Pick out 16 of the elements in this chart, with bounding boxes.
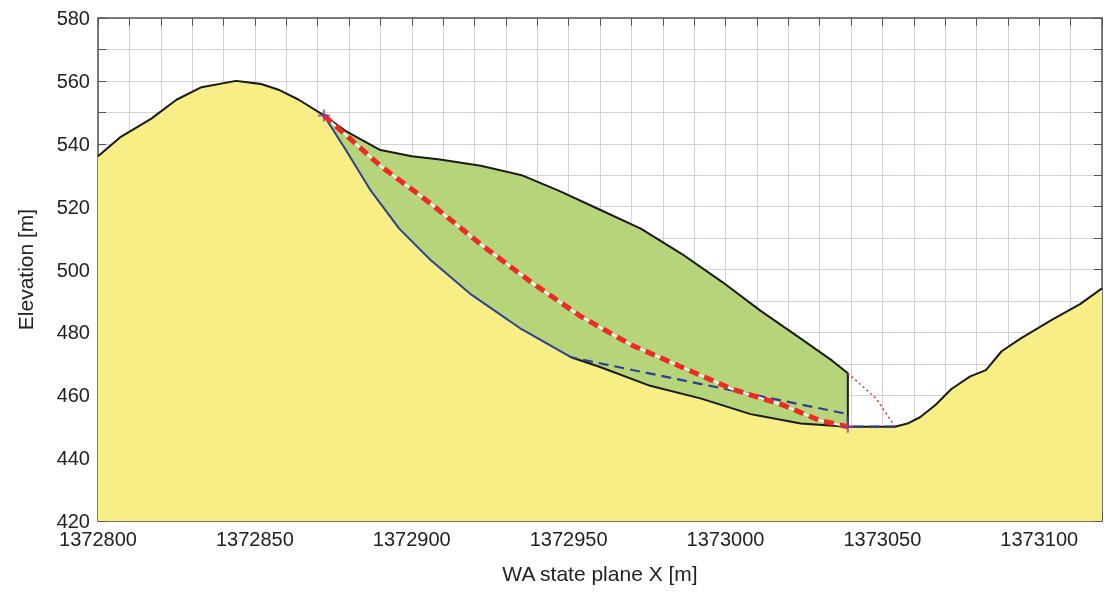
x-tick-label: 1372950 (529, 528, 608, 550)
y-tick-label: 540 (56, 132, 90, 155)
y-tick-label: 500 (56, 258, 90, 281)
y-tick-label: 520 (56, 195, 90, 218)
y-tick-label: 560 (56, 69, 90, 92)
x-tick-label: 1373050 (843, 528, 922, 550)
y-tick-label: 460 (56, 384, 90, 407)
y-axis-title: Elevation [m] (14, 208, 37, 331)
x-tick-label: 1372850 (215, 528, 294, 550)
x-axis-title: WA state plane X [m] (502, 562, 698, 585)
x-tick-label: 1372900 (372, 528, 451, 550)
y-tick-label: 440 (56, 447, 90, 470)
y-tick-label: 480 (56, 321, 90, 344)
x-tick-label: 1373000 (686, 528, 765, 550)
x-tick-label: 1373100 (1000, 528, 1079, 550)
y-tick-label: 580 (56, 7, 90, 29)
